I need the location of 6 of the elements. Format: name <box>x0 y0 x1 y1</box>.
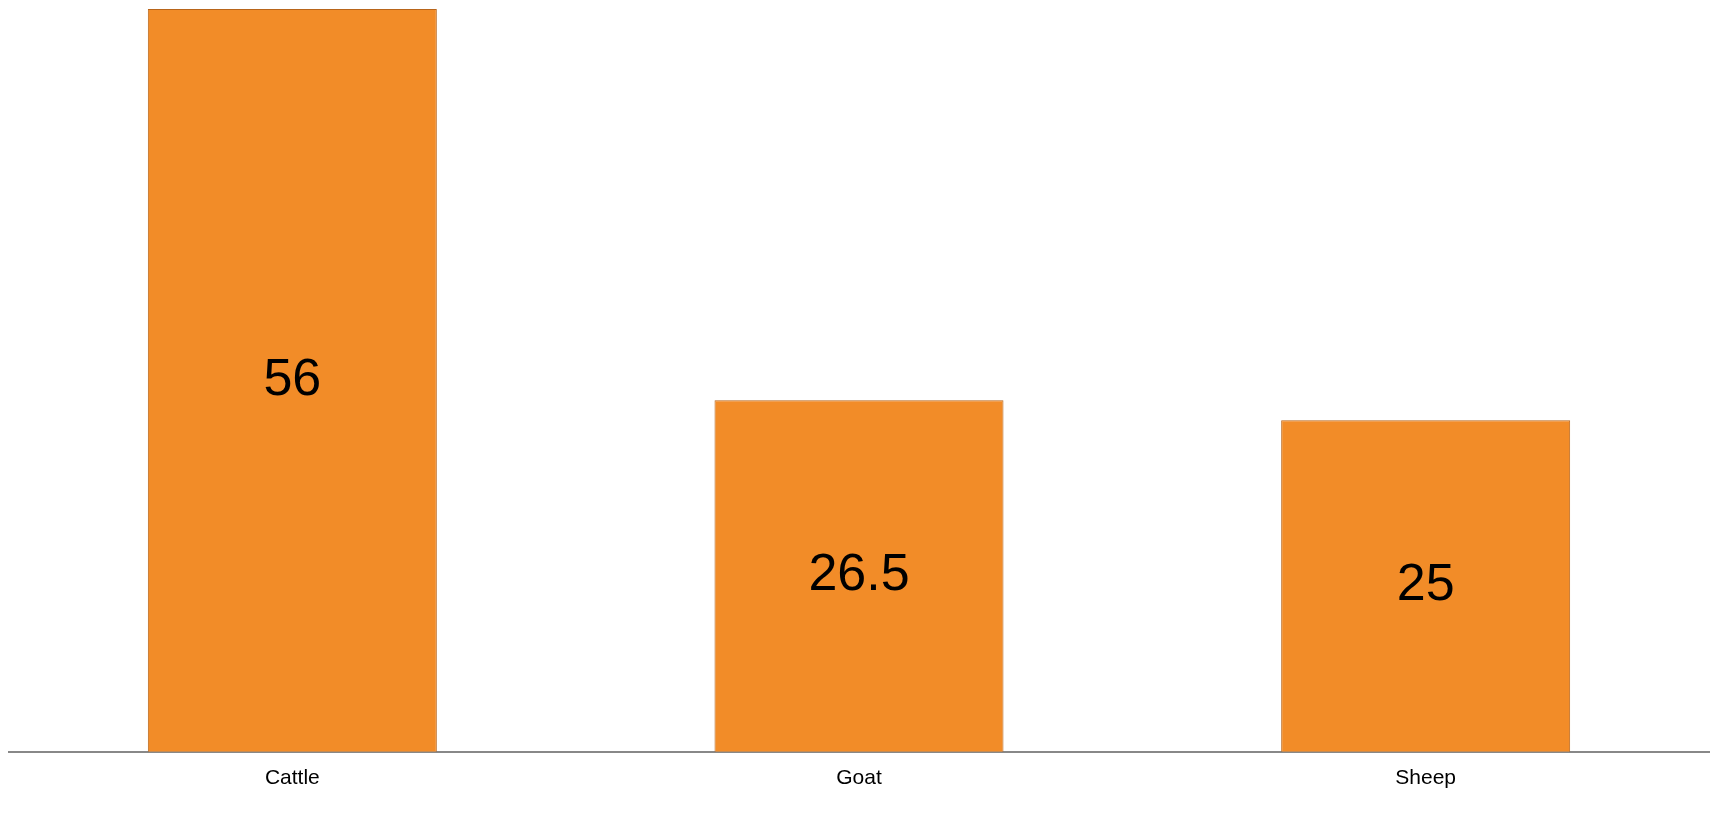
x-tick-label: Cattle <box>264 765 320 789</box>
data-label: 25 <box>1396 553 1455 612</box>
data-label: 26.5 <box>808 543 910 602</box>
data-label: 56 <box>263 347 322 406</box>
x-tick-label: Sheep <box>1395 765 1457 789</box>
x-tick-label: Goat <box>836 765 882 789</box>
